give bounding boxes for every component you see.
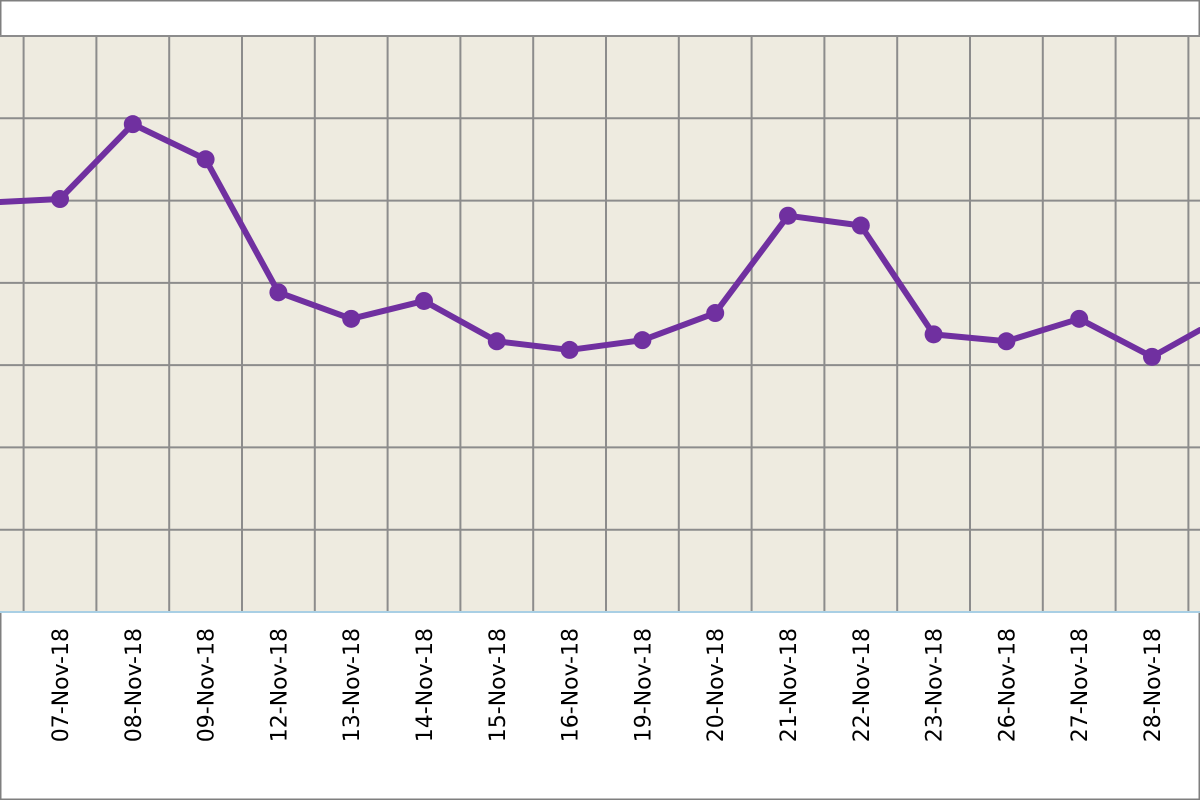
data-point [51, 190, 69, 209]
data-point [997, 332, 1016, 351]
x-tick-label: 16-Nov-18 [559, 628, 584, 742]
data-point [1143, 347, 1161, 366]
x-tick-label: 20-Nov-18 [704, 628, 729, 742]
x-tick-label: 28-Nov-18 [1141, 628, 1166, 742]
data-point [123, 115, 142, 134]
gridlines [0, 35, 1200, 612]
x-tick-label: 15-Nov-18 [486, 628, 511, 742]
data-point [633, 331, 652, 350]
x-tick-label: 14-Nov-18 [413, 628, 438, 742]
data-point [196, 150, 215, 169]
series-line-continuation-right [1149, 327, 1200, 360]
data-point [1070, 309, 1089, 328]
x-tick-label: 22-Nov-18 [850, 628, 875, 742]
x-tick-label: 13-Nov-18 [340, 628, 365, 742]
data-point [779, 206, 797, 225]
series-layer [0, 115, 1200, 366]
x-tick-label: 26-Nov-18 [995, 628, 1020, 742]
x-tick-label: 08-Nov-18 [122, 628, 147, 742]
x-tick-label: 09-Nov-18 [195, 628, 220, 742]
data-point [415, 291, 433, 310]
data-point [924, 325, 943, 344]
x-tick-label: 23-Nov-18 [923, 628, 948, 742]
data-point [560, 340, 579, 359]
x-tick-label: 21-Nov-18 [777, 628, 802, 742]
x-tick-labels: 07-Nov-18 08-Nov-18 09-Nov-18 12-Nov-18 13-N… [49, 628, 1166, 742]
series-line-continuation-left [0, 196, 63, 206]
plot-area [0, 36, 1200, 612]
data-point [342, 309, 361, 328]
data-point [487, 332, 506, 351]
data-point [706, 304, 725, 323]
x-tick-label: 12-Nov-18 [267, 628, 292, 742]
x-tick-label: 07-Nov-18 [49, 628, 74, 742]
series-line [57, 121, 1154, 360]
data-point [269, 283, 288, 302]
data-point [851, 216, 870, 235]
x-tick-label: 19-Nov-18 [631, 628, 656, 742]
x-tick-label: 27-Nov-18 [1068, 628, 1093, 742]
